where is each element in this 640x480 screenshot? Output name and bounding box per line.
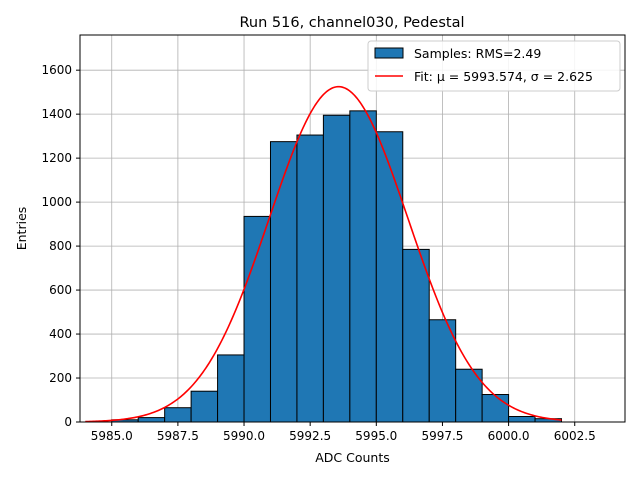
x-tick-label: 5995.0 <box>355 429 397 443</box>
histogram-bar <box>217 354 245 423</box>
plot-area: 5985.0 5987.5 5990.0 5992.5 5995.0 5997.5 6000… <box>41 34 626 443</box>
x-tick-label: 5990.0 <box>223 429 265 443</box>
histogram-bar <box>296 134 324 423</box>
y-axis-ticks: 0 200 400 600 800 1000 1200 1400 1600 <box>41 63 80 429</box>
y-tick-label: 1200 <box>41 151 72 165</box>
legend-label-samples: Samples: RMS=2.49 <box>414 46 541 61</box>
y-tick-label: 1000 <box>41 195 72 209</box>
x-tick-label: 5987.5 <box>157 429 199 443</box>
x-tick-label: 5985.0 <box>91 429 133 443</box>
histogram-bar <box>137 417 166 423</box>
chart-title: Run 516, channel030, Pedestal <box>239 15 464 31</box>
histogram-bar <box>428 319 457 423</box>
y-tick-label: 0 <box>64 415 72 429</box>
histogram-bar <box>322 114 351 423</box>
histogram-bar <box>349 110 377 423</box>
y-axis-label: Entries <box>14 207 29 251</box>
y-tick-label: 1600 <box>41 63 72 77</box>
histogram-bar <box>190 390 219 423</box>
x-tick-label: 6002.5 <box>554 429 596 443</box>
x-axis-ticks: 5985.0 5987.5 5990.0 5992.5 5995.0 5997.5 6000… <box>91 422 596 443</box>
histogram-bar <box>243 215 271 423</box>
x-axis-label: ADC Counts <box>315 450 390 465</box>
y-tick-label: 600 <box>49 283 72 297</box>
histogram-bar <box>508 416 536 423</box>
y-tick-label: 1400 <box>41 107 72 121</box>
fit-curve <box>85 85 562 423</box>
histogram-bar <box>402 248 430 423</box>
x-tick-label: 5997.5 <box>421 429 463 443</box>
legend-label-fit: Fit: μ = 5993.574, σ = 2.625 <box>414 69 593 84</box>
histogram-bar <box>375 131 404 423</box>
legend-swatch-samples <box>374 47 404 59</box>
legend: Samples: RMS=2.49 Fit: μ = 5993.574, σ =… <box>367 40 621 92</box>
x-tick-label: 5992.5 <box>289 429 331 443</box>
y-tick-label: 400 <box>49 327 72 341</box>
plot-frame <box>79 34 626 423</box>
histogram-bar <box>269 141 298 423</box>
histogram-bar <box>164 407 192 423</box>
x-tick-label: 6000.0 <box>488 429 530 443</box>
histogram-bars <box>111 110 563 423</box>
histogram-bar <box>481 394 510 423</box>
y-tick-label: 200 <box>49 371 72 385</box>
y-tick-label: 800 <box>49 239 72 253</box>
legend-frame <box>367 40 621 92</box>
